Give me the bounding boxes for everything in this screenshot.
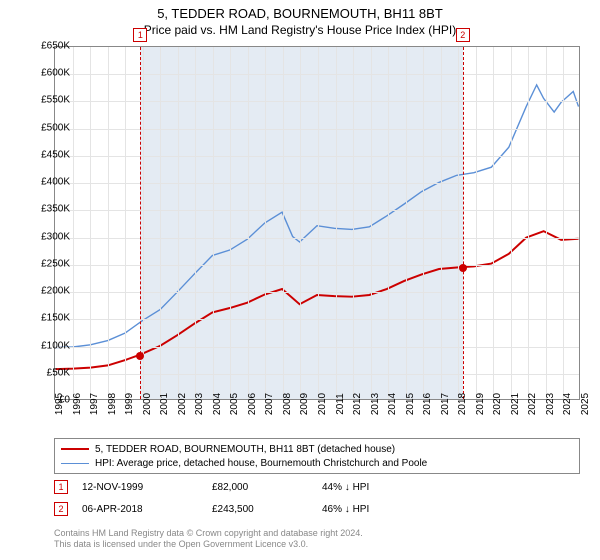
y-tick-label: £100K (41, 340, 70, 351)
sale-marker-box: 2 (54, 502, 68, 516)
y-tick-label: £600K (41, 68, 70, 79)
x-tick-label: 2022 (527, 393, 538, 415)
plot-area: 12 (54, 46, 580, 400)
x-tick-label: 2002 (177, 393, 188, 415)
x-tick-label: 1999 (124, 393, 135, 415)
x-tick-label: 2021 (510, 393, 521, 415)
x-tick-label: 2024 (562, 393, 573, 415)
sale-delta: 44% ↓ HPI (322, 482, 369, 493)
x-tick-label: 2012 (352, 393, 363, 415)
y-tick-label: £250K (41, 258, 70, 269)
y-tick-label: £300K (41, 231, 70, 242)
footer: Contains HM Land Registry data © Crown c… (54, 528, 580, 551)
x-tick-label: 2010 (317, 393, 328, 415)
x-tick-label: 2014 (387, 393, 398, 415)
x-tick-label: 2004 (212, 393, 223, 415)
x-tick-label: 2025 (580, 393, 591, 415)
sale-row: 2 06-APR-2018 £243,500 46% ↓ HPI (54, 502, 580, 516)
y-tick-label: £400K (41, 177, 70, 188)
x-tick-label: 2011 (335, 393, 346, 415)
x-tick-label: 2006 (247, 393, 258, 415)
title-block: 5, TEDDER ROAD, BOURNEMOUTH, BH11 8BT Pr… (0, 0, 600, 37)
y-tick-label: £50K (47, 367, 70, 378)
x-tick-label: 2013 (370, 393, 381, 415)
sale-date: 12-NOV-1999 (82, 482, 212, 493)
y-tick-label: £550K (41, 95, 70, 106)
chart-container: 5, TEDDER ROAD, BOURNEMOUTH, BH11 8BT Pr… (0, 0, 600, 560)
series-hpi (55, 85, 578, 348)
y-tick-label: £200K (41, 286, 70, 297)
sale-price: £243,500 (212, 504, 322, 515)
y-tick-label: £500K (41, 122, 70, 133)
sale-date: 06-APR-2018 (82, 504, 212, 515)
sale-dot (459, 264, 467, 272)
title-line2: Price paid vs. HM Land Registry's House … (0, 23, 600, 37)
legend-swatch-hpi (61, 463, 89, 464)
x-tick-label: 2023 (545, 393, 556, 415)
series-price_paid (55, 231, 578, 369)
x-tick-label: 2008 (282, 393, 293, 415)
sale-marker-box: 1 (54, 480, 68, 494)
legend-row: HPI: Average price, detached house, Bour… (61, 456, 573, 470)
footer-line1: Contains HM Land Registry data © Crown c… (54, 528, 580, 539)
chart-marker-box: 2 (456, 28, 470, 42)
x-tick-label: 2005 (229, 393, 240, 415)
y-tick-label: £150K (41, 313, 70, 324)
x-tick-label: 2009 (299, 393, 310, 415)
x-tick-label: 2018 (457, 393, 468, 415)
x-tick-label: 2016 (422, 393, 433, 415)
x-tick-label: 2017 (440, 393, 451, 415)
sale-row: 1 12-NOV-1999 £82,000 44% ↓ HPI (54, 480, 580, 494)
legend: 5, TEDDER ROAD, BOURNEMOUTH, BH11 8BT (d… (54, 438, 580, 474)
y-tick-label: £450K (41, 149, 70, 160)
sale-price: £82,000 (212, 482, 322, 493)
x-tick-label: 2003 (194, 393, 205, 415)
x-tick-label: 2015 (405, 393, 416, 415)
y-tick-label: £650K (41, 41, 70, 52)
chart-marker-box: 1 (133, 28, 147, 42)
x-tick-label: 2007 (264, 393, 275, 415)
x-tick-label: 2001 (159, 393, 170, 415)
x-tick-label: 1998 (107, 393, 118, 415)
sale-dot (136, 352, 144, 360)
sale-delta: 46% ↓ HPI (322, 504, 369, 515)
x-tick-label: 2019 (475, 393, 486, 415)
x-tick-label: 2000 (142, 393, 153, 415)
legend-swatch-price-paid (61, 448, 89, 450)
legend-row: 5, TEDDER ROAD, BOURNEMOUTH, BH11 8BT (d… (61, 442, 573, 456)
x-tick-label: 1995 (54, 393, 65, 415)
x-tick-label: 1997 (89, 393, 100, 415)
legend-label: 5, TEDDER ROAD, BOURNEMOUTH, BH11 8BT (d… (95, 444, 395, 455)
title-line1: 5, TEDDER ROAD, BOURNEMOUTH, BH11 8BT (0, 6, 600, 21)
legend-label: HPI: Average price, detached house, Bour… (95, 458, 427, 469)
x-tick-label: 2020 (492, 393, 503, 415)
x-tick-label: 1996 (72, 393, 83, 415)
footer-line2: This data is licensed under the Open Gov… (54, 539, 580, 550)
y-tick-label: £350K (41, 204, 70, 215)
